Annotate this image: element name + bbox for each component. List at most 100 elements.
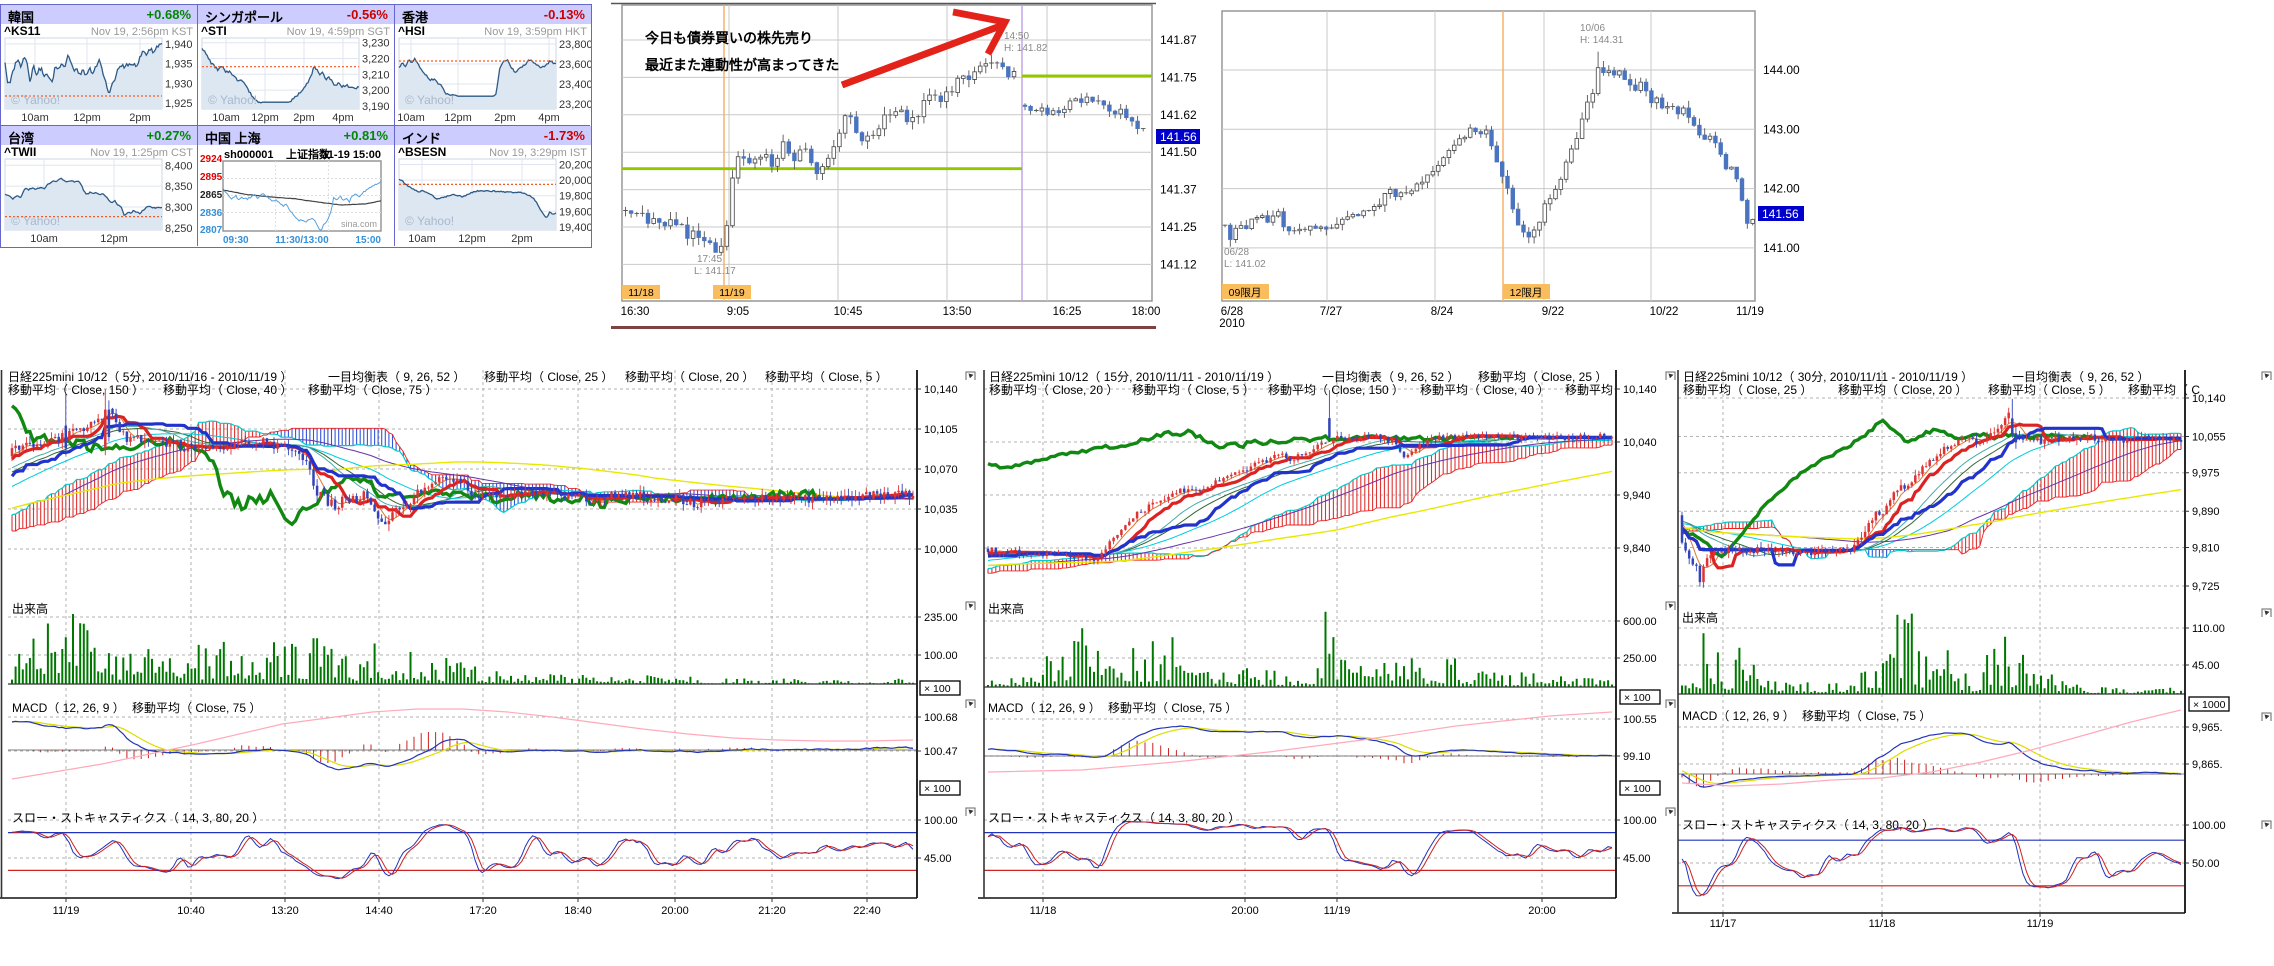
svg-text:10,140: 10,140: [1623, 384, 1657, 396]
svg-text:9,975: 9,975: [2192, 468, 2220, 480]
svg-text:141.25: 141.25: [1160, 220, 1197, 234]
svg-text:10,040: 10,040: [1623, 437, 1657, 449]
svg-text:移動平均（ Close, 75 ）: 移動平均（ Close, 75 ）: [1108, 701, 1237, 715]
svg-text:23,600: 23,600: [559, 59, 591, 71]
svg-text:9,840: 9,840: [1623, 543, 1651, 555]
svg-text:10am: 10am: [408, 233, 436, 245]
svg-text:20:00: 20:00: [1528, 905, 1556, 917]
svg-text:235.00: 235.00: [924, 612, 958, 624]
svg-text:142.00: 142.00: [1763, 182, 1800, 196]
svg-text:2pm: 2pm: [494, 112, 515, 124]
svg-text:11/18: 11/18: [1869, 918, 1896, 930]
svg-text:2010: 2010: [1219, 318, 1245, 330]
svg-text:143.00: 143.00: [1763, 122, 1800, 136]
svg-text:2924: 2924: [200, 154, 223, 165]
svg-text:20,000: 20,000: [559, 175, 591, 187]
svg-text:141.75: 141.75: [1160, 70, 1197, 84]
svg-text:Nov 19, 3:59pm HKT: Nov 19, 3:59pm HKT: [484, 26, 587, 38]
svg-text:11/17: 11/17: [1710, 918, 1737, 930]
svg-text:9,810: 9,810: [2192, 543, 2220, 555]
svg-text:移動平均（ Close, 25 ）: 移動平均（ Close, 25 ）: [484, 370, 613, 384]
svg-text:8,400: 8,400: [165, 160, 193, 172]
svg-text:100.00: 100.00: [924, 815, 958, 827]
svg-text:09限月: 09限月: [1229, 287, 1262, 299]
svg-text:45.00: 45.00: [2192, 660, 2220, 672]
svg-text:12pm: 12pm: [73, 112, 101, 124]
svg-text:11:30/13:00: 11:30/13:00: [275, 235, 329, 246]
svg-text:600.00: 600.00: [1623, 616, 1657, 628]
svg-text:MACD（ 12, 26, 9 ）: MACD（ 12, 26, 9 ）: [12, 701, 125, 715]
svg-text:141.12: 141.12: [1160, 257, 1197, 271]
svg-text:4pm: 4pm: [538, 112, 559, 124]
svg-text:15:00: 15:00: [355, 235, 381, 246]
svg-text:出来高: 出来高: [1682, 610, 1718, 625]
svg-text:10,105: 10,105: [924, 424, 958, 436]
svg-text:110.00: 110.00: [2192, 623, 2225, 635]
svg-text:16:30: 16:30: [621, 306, 650, 318]
svg-text:8/24: 8/24: [1431, 306, 1454, 318]
svg-text:18:00: 18:00: [1132, 306, 1161, 318]
svg-text:100.00: 100.00: [1623, 815, 1657, 827]
svg-text:10am: 10am: [212, 112, 240, 124]
svg-text:100.47: 100.47: [924, 746, 958, 758]
svg-text:09:30: 09:30: [223, 235, 249, 246]
svg-text:© Yahoo!: © Yahoo!: [405, 93, 454, 107]
svg-text:© Yahoo!: © Yahoo!: [405, 214, 454, 228]
svg-text:© Yahoo!: © Yahoo!: [208, 93, 257, 107]
svg-text:移動平均（ Close, 5 ）: 移動平均（ Close, 5 ）: [765, 370, 888, 384]
svg-text:1,925: 1,925: [165, 98, 193, 110]
svg-text:2pm: 2pm: [511, 233, 532, 245]
svg-text:8,300: 8,300: [165, 202, 193, 214]
svg-text:18:40: 18:40: [564, 905, 592, 917]
svg-text:H: 141.82: H: 141.82: [1004, 43, 1048, 54]
svg-text:14:50: 14:50: [1004, 31, 1029, 42]
svg-text:10,000: 10,000: [924, 544, 958, 556]
svg-text:2865: 2865: [200, 190, 223, 201]
svg-text:L: 141.17: L: 141.17: [694, 266, 736, 277]
svg-text:100.68: 100.68: [924, 712, 958, 724]
svg-text:移動平均（ Close, 75 ）: 移動平均（ Close, 75 ）: [308, 383, 437, 397]
svg-text:× 100: × 100: [924, 683, 951, 695]
svg-text:9,965.: 9,965.: [2192, 722, 2223, 734]
svg-text:上证指数: 上证指数: [286, 147, 331, 161]
svg-text:Nov 19, 1:25pm CST: Nov 19, 1:25pm CST: [90, 147, 193, 159]
svg-text:10am: 10am: [30, 233, 58, 245]
svg-text:19,800: 19,800: [559, 191, 591, 203]
svg-text:9,725: 9,725: [2192, 581, 2220, 593]
svg-text:141.00: 141.00: [1763, 241, 1800, 255]
svg-text:移動平均（ Close, 25 ）: 移動平均（ Close, 25 ）: [1683, 383, 1812, 397]
svg-text:11/19: 11/19: [2027, 918, 2054, 930]
svg-text:100.00: 100.00: [2192, 820, 2226, 832]
svg-text:99.10: 99.10: [1623, 751, 1651, 763]
svg-text:10,070: 10,070: [924, 464, 958, 476]
svg-text:10:45: 10:45: [834, 306, 863, 318]
svg-text:22:40: 22:40: [853, 905, 881, 917]
svg-text:一目均衡表（ 9, 26, 52 ）: 一目均衡表（ 9, 26, 52 ）: [2012, 370, 2149, 384]
svg-text:一目均衡表（ 9, 26, 52 ）: 一目均衡表（ 9, 26, 52 ）: [1322, 370, 1459, 384]
svg-text:移動平均（ Close, 75 ）: 移動平均（ Close, 75 ）: [132, 701, 261, 715]
svg-text:141.50: 141.50: [1160, 145, 1197, 159]
svg-text:10:40: 10:40: [177, 905, 205, 917]
svg-text:Nov 19, 4:59pm SGT: Nov 19, 4:59pm SGT: [287, 26, 391, 38]
svg-text:© Yahoo!: © Yahoo!: [11, 93, 60, 107]
svg-text:17:20: 17:20: [469, 905, 497, 917]
svg-text:9,865.: 9,865.: [2192, 759, 2223, 771]
svg-text:移動平均（ Close, 20 ）: 移動平均（ Close, 20 ）: [625, 370, 754, 384]
svg-text:13:20: 13:20: [271, 905, 299, 917]
svg-text:移動平均（ Close, 5 ）: 移動平均（ Close, 5 ）: [1132, 383, 1255, 397]
svg-text:10/22: 10/22: [1650, 306, 1679, 318]
svg-text:Nov 19, 3:29pm IST: Nov 19, 3:29pm IST: [489, 147, 587, 159]
svg-text:9,940: 9,940: [1623, 490, 1651, 502]
svg-text:13:50: 13:50: [943, 306, 972, 318]
svg-text:L: 141.02: L: 141.02: [1224, 259, 1266, 270]
svg-text:10,140: 10,140: [924, 384, 958, 396]
svg-text:移動平均（ Close, 75 ）: 移動平均（ Close, 75 ）: [1802, 709, 1931, 723]
svg-text:2pm: 2pm: [129, 112, 150, 124]
svg-text:移動平均（ Close, 25 ）: 移動平均（ Close, 25 ）: [1478, 370, 1607, 384]
svg-text:10,055: 10,055: [2192, 432, 2226, 444]
svg-text:11/19: 11/19: [53, 905, 80, 917]
svg-text:2895: 2895: [200, 172, 223, 183]
svg-text:11/19: 11/19: [719, 287, 745, 299]
svg-text:11/18: 11/18: [628, 287, 654, 299]
svg-text:11-19 15:00: 11-19 15:00: [322, 149, 381, 161]
